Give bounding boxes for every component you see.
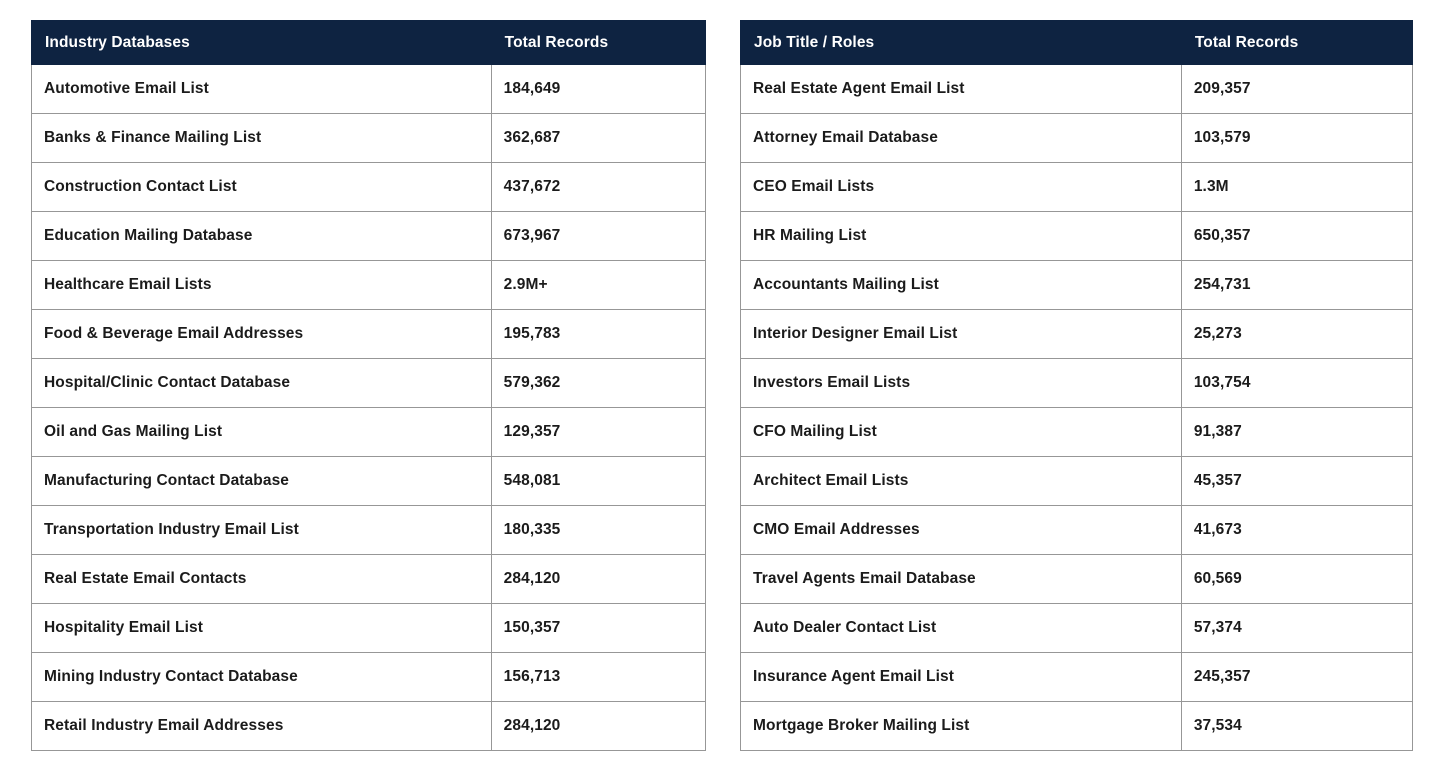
record-count-cell: 180,335 [490,505,707,555]
record-count-cell: 45,357 [1180,456,1414,506]
list-name-cell: Automotive Email List [31,64,492,114]
table-row: Accountants Mailing List 254,731 [740,260,1414,310]
table-row: Mining Industry Contact Database 156,713 [31,652,707,702]
column-header: Total Records [490,20,707,65]
record-count-cell: 41,673 [1180,505,1414,555]
record-count-cell: 548,081 [490,456,707,506]
table-row: CMO Email Addresses 41,673 [740,505,1414,555]
table-row: Healthcare Email Lists 2.9M+ [31,260,707,310]
table-row: Real Estate Email Contacts 284,120 [31,554,707,604]
record-count-cell: 362,687 [490,113,707,163]
list-name-cell: Mining Industry Contact Database [31,652,492,702]
table-row: Manufacturing Contact Database 548,081 [31,456,707,506]
record-count-cell: 673,967 [490,211,707,261]
table-row: Interior Designer Email List 25,273 [740,309,1414,359]
job-title-roles-table: Job Title / Roles Total Records Real Esta… [740,20,1414,751]
table-header: Job Title / Roles Total Records [740,20,1414,65]
record-count-cell: 37,534 [1180,701,1414,751]
record-count-cell: 129,357 [490,407,707,457]
table-row: Architect Email Lists 45,357 [740,456,1414,506]
list-name-cell: Healthcare Email Lists [31,260,492,310]
table-row: CFO Mailing List 91,387 [740,407,1414,457]
table-row: Food & Beverage Email Addresses 195,783 [31,309,707,359]
table-row: Hospitality Email List 150,357 [31,603,707,653]
header-row: Industry Databases Total Records [31,20,707,65]
record-count-cell: 1.3M [1180,162,1414,212]
list-name-cell: Transportation Industry Email List [31,505,492,555]
list-name-cell: Oil and Gas Mailing List [31,407,492,457]
record-count-cell: 195,783 [490,309,707,359]
list-name-cell: Food & Beverage Email Addresses [31,309,492,359]
list-name-cell: Real Estate Agent Email List [740,64,1182,114]
list-name-cell: Accountants Mailing List [740,260,1182,310]
record-count-cell: 284,120 [490,554,707,604]
list-name-cell: Travel Agents Email Database [740,554,1182,604]
table-row: Hospital/Clinic Contact Database 579,362 [31,358,707,408]
table-row: Construction Contact List 437,672 [31,162,707,212]
record-count-cell: 57,374 [1180,603,1414,653]
table-row: Insurance Agent Email List 245,357 [740,652,1414,702]
list-name-cell: Real Estate Email Contacts [31,554,492,604]
list-name-cell: Investors Email Lists [740,358,1182,408]
list-name-cell: Architect Email Lists [740,456,1182,506]
list-name-cell: Interior Designer Email List [740,309,1182,359]
list-name-cell: CFO Mailing List [740,407,1182,457]
table-row: Mortgage Broker Mailing List 37,534 [740,701,1414,751]
record-count-cell: 245,357 [1180,652,1414,702]
list-name-cell: Banks & Finance Mailing List [31,113,492,163]
column-header: Job Title / Roles [740,20,1182,65]
record-count-cell: 437,672 [490,162,707,212]
record-count-cell: 184,649 [490,64,707,114]
record-count-cell: 2.9M+ [490,260,707,310]
record-count-cell: 25,273 [1180,309,1414,359]
table-body: Automotive Email List 184,649 Banks & Fina… [31,64,707,751]
record-count-cell: 60,569 [1180,554,1414,604]
list-name-cell: Attorney Email Database [740,113,1182,163]
column-header: Total Records [1180,20,1414,65]
list-name-cell: Education Mailing Database [31,211,492,261]
record-count-cell: 284,120 [490,701,707,751]
table-header: Industry Databases Total Records [31,20,707,65]
table-row: CEO Email Lists 1.3M [740,162,1414,212]
record-count-cell: 103,579 [1180,113,1414,163]
table-row: Retail Industry Email Addresses 284,120 [31,701,707,751]
table-row: Oil and Gas Mailing List 129,357 [31,407,707,457]
list-name-cell: Hospitality Email List [31,603,492,653]
list-name-cell: Construction Contact List [31,162,492,212]
record-count-cell: 103,754 [1180,358,1414,408]
table-row: Investors Email Lists 103,754 [740,358,1414,408]
record-count-cell: 209,357 [1180,64,1414,114]
list-name-cell: Manufacturing Contact Database [31,456,492,506]
table-row: Education Mailing Database 673,967 [31,211,707,261]
table-row: Transportation Industry Email List 180,33… [31,505,707,555]
tables-container: Industry Databases Total Records Automoti… [31,20,1414,751]
record-count-cell: 579,362 [490,358,707,408]
list-name-cell: Retail Industry Email Addresses [31,701,492,751]
record-count-cell: 91,387 [1180,407,1414,457]
table-row: Real Estate Agent Email List 209,357 [740,64,1414,114]
record-count-cell: 156,713 [490,652,707,702]
column-header: Industry Databases [31,20,492,65]
record-count-cell: 650,357 [1180,211,1414,261]
list-name-cell: CEO Email Lists [740,162,1182,212]
list-name-cell: Mortgage Broker Mailing List [740,701,1182,751]
table-row: HR Mailing List 650,357 [740,211,1414,261]
table-row: Attorney Email Database 103,579 [740,113,1414,163]
table-row: Travel Agents Email Database 60,569 [740,554,1414,604]
table-row: Auto Dealer Contact List 57,374 [740,603,1414,653]
list-name-cell: CMO Email Addresses [740,505,1182,555]
table-row: Automotive Email List 184,649 [31,64,707,114]
record-count-cell: 254,731 [1180,260,1414,310]
list-name-cell: Auto Dealer Contact List [740,603,1182,653]
table-body: Real Estate Agent Email List 209,357 Attor… [740,64,1414,751]
list-name-cell: Hospital/Clinic Contact Database [31,358,492,408]
header-row: Job Title / Roles Total Records [740,20,1414,65]
industry-databases-table: Industry Databases Total Records Automoti… [31,20,707,751]
list-name-cell: Insurance Agent Email List [740,652,1182,702]
list-name-cell: HR Mailing List [740,211,1182,261]
record-count-cell: 150,357 [490,603,707,653]
table-row: Banks & Finance Mailing List 362,687 [31,113,707,163]
